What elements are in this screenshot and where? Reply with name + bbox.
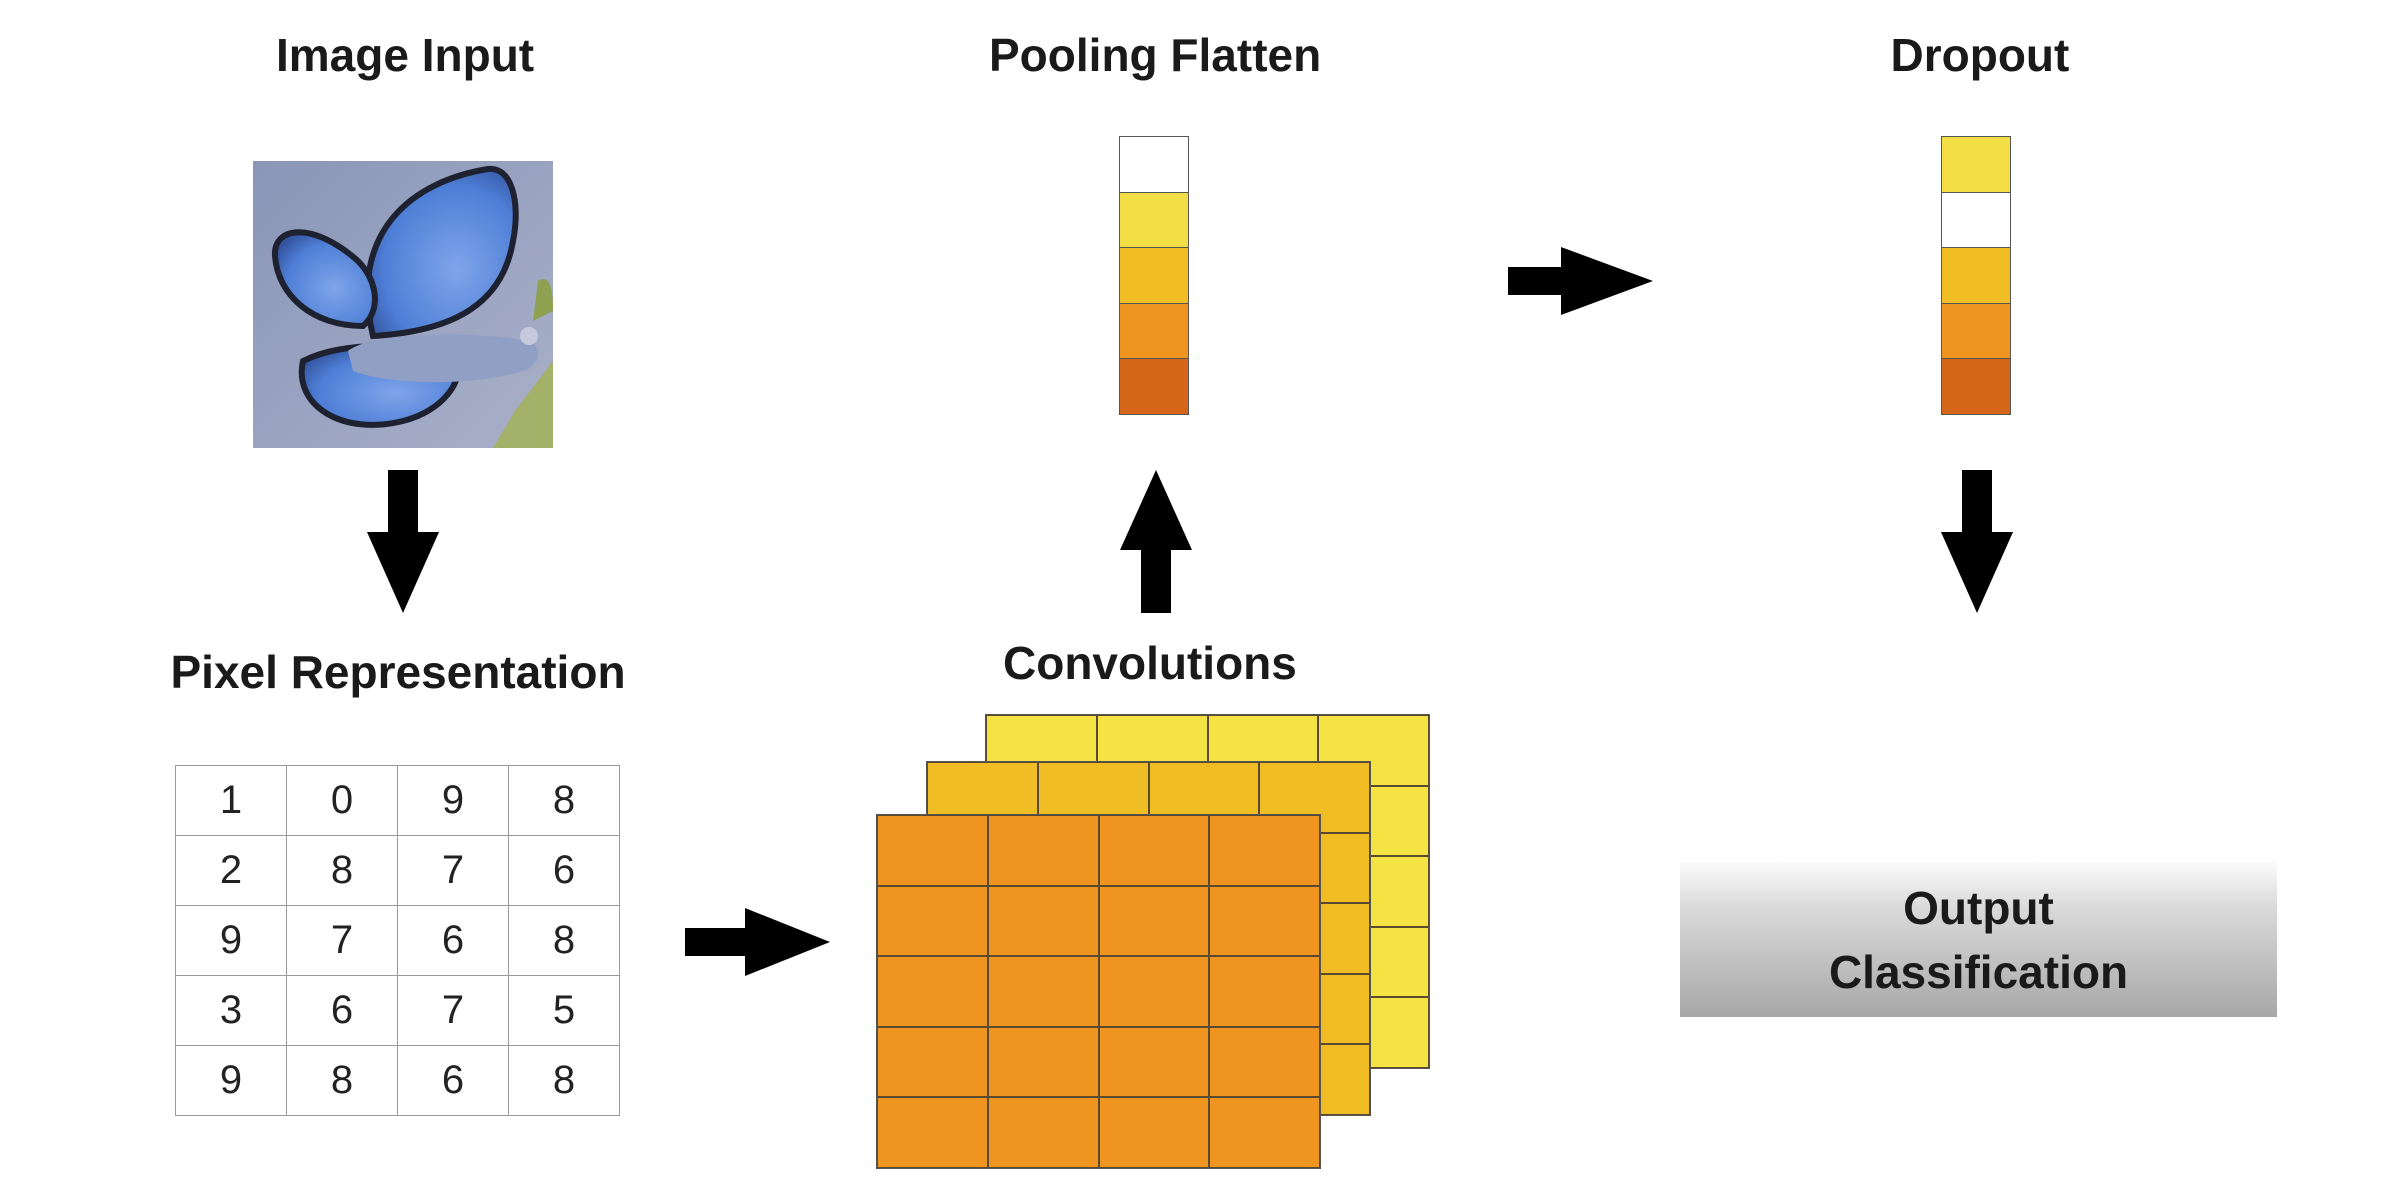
convolution-cell bbox=[1098, 1097, 1210, 1168]
convolution-cell bbox=[1209, 885, 1320, 957]
convolution-cell bbox=[1318, 715, 1429, 786]
output-label-line1: Output bbox=[1903, 881, 2054, 934]
dropout-cell bbox=[1941, 136, 2011, 193]
convolutions-title: Convolutions bbox=[1003, 637, 1297, 689]
table-row: 2 8 7 6 bbox=[175, 835, 620, 906]
pixel-cell: 1 bbox=[175, 765, 287, 836]
pixel-cell: 9 bbox=[175, 1045, 287, 1116]
pixel-cell: 7 bbox=[397, 835, 509, 906]
output-classification-box: Output Classification bbox=[1680, 862, 2277, 1017]
dropout-cell bbox=[1941, 191, 2011, 249]
pixel-cell: 0 bbox=[286, 765, 398, 836]
pixel-cell: 6 bbox=[508, 835, 620, 906]
arrow-right-icon bbox=[685, 908, 830, 976]
image-input-title: Image Input bbox=[276, 29, 535, 81]
pixel-cell: 9 bbox=[175, 905, 287, 976]
pooling-cell bbox=[1119, 247, 1189, 304]
convolution-cell bbox=[1209, 1026, 1320, 1098]
convolution-cell bbox=[1098, 1026, 1210, 1098]
dropout-cell bbox=[1941, 302, 2011, 360]
table-row: 3 6 7 5 bbox=[175, 975, 620, 1046]
convolution-cell bbox=[987, 815, 1099, 886]
pixel-cell: 2 bbox=[175, 835, 287, 906]
convolution-cell bbox=[1209, 815, 1320, 886]
convolution-cell bbox=[1098, 956, 1210, 1027]
dropout-title: Dropout bbox=[1890, 29, 2070, 81]
dropout-cell bbox=[1941, 358, 2011, 415]
convolution-cell bbox=[1098, 885, 1210, 957]
pixel-cell: 6 bbox=[286, 975, 398, 1046]
pixel-cell: 9 bbox=[397, 765, 509, 836]
arrow-down-icon bbox=[1941, 470, 2013, 613]
pixel-cell: 6 bbox=[397, 905, 509, 976]
convolution-cell bbox=[1098, 815, 1210, 886]
pooling-flatten-stack bbox=[1119, 136, 1189, 415]
convolution-cell bbox=[1209, 1097, 1320, 1168]
pixel-cell: 7 bbox=[286, 905, 398, 976]
arrow-right-icon bbox=[1508, 247, 1653, 315]
pixel-cell: 8 bbox=[286, 1045, 398, 1116]
pixel-cell: 7 bbox=[397, 975, 509, 1046]
pixel-table: 1 0 9 8 2 8 7 6 9 7 6 8 3 6 7 5 9 8 6 8 bbox=[175, 765, 620, 1116]
pixel-cell: 5 bbox=[508, 975, 620, 1046]
convolution-cell bbox=[877, 815, 988, 886]
convolution-cell bbox=[987, 1097, 1099, 1168]
dropout-cell bbox=[1941, 247, 2011, 304]
table-row: 1 0 9 8 bbox=[175, 765, 620, 836]
pixel-cell: 8 bbox=[508, 1045, 620, 1116]
convolution-cell bbox=[987, 956, 1099, 1027]
arrow-up-icon bbox=[1120, 470, 1192, 613]
pooling-cell bbox=[1119, 302, 1189, 360]
pixel-cell: 8 bbox=[508, 765, 620, 836]
pooling-cell bbox=[1119, 191, 1189, 249]
convolution-cell bbox=[987, 885, 1099, 957]
convolution-cell bbox=[877, 885, 988, 957]
table-row: 9 8 6 8 bbox=[175, 1045, 620, 1116]
pixel-cell: 8 bbox=[286, 835, 398, 906]
pooling-flatten-title: Pooling Flatten bbox=[989, 29, 1322, 81]
pixel-cell: 6 bbox=[397, 1045, 509, 1116]
pixel-representation-title: Pixel Representation bbox=[170, 646, 626, 698]
convolution-cell bbox=[987, 1026, 1099, 1098]
convolution-cell bbox=[877, 1097, 988, 1168]
output-label-line2: Classification bbox=[1828, 945, 2129, 998]
pooling-cell bbox=[1119, 136, 1189, 193]
convolution-cell bbox=[877, 1026, 988, 1098]
pixel-cell: 3 bbox=[175, 975, 287, 1046]
pixel-cell: 8 bbox=[508, 905, 620, 976]
arrow-down-icon bbox=[367, 470, 439, 613]
table-row: 9 7 6 8 bbox=[175, 905, 620, 976]
butterfly-image bbox=[253, 161, 553, 448]
pooling-cell bbox=[1119, 358, 1189, 415]
convolution-cell bbox=[877, 956, 988, 1027]
dropout-stack bbox=[1941, 136, 2011, 415]
convolution-cell bbox=[1209, 956, 1320, 1027]
convolution-layer-front bbox=[876, 814, 1321, 1169]
